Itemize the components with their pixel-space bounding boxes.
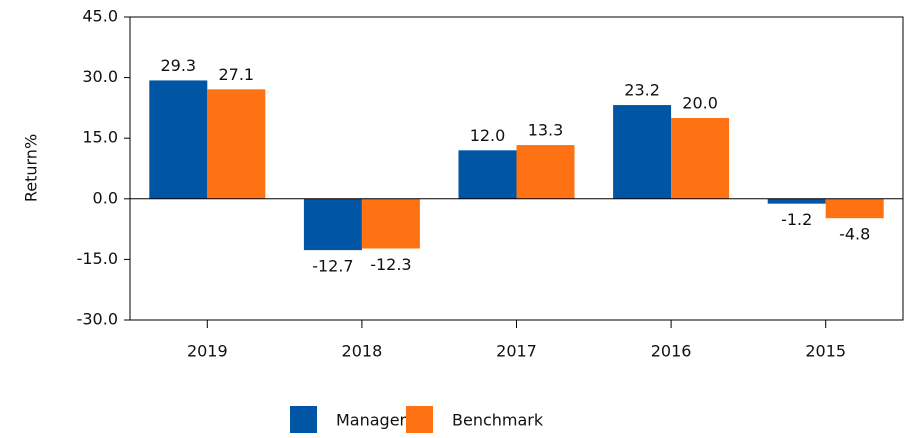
- y-axis-label: Return%: [22, 134, 41, 202]
- data-label: -4.8: [839, 225, 870, 244]
- y-tick-label: 15.0: [82, 128, 118, 147]
- x-tick-label: 2018: [342, 342, 383, 361]
- bar: [149, 80, 208, 199]
- bar: [207, 89, 266, 199]
- bar: [767, 198, 826, 204]
- x-tick-label: 2017: [496, 342, 537, 361]
- bar: [516, 145, 575, 199]
- data-label: -12.7: [312, 257, 353, 276]
- y-tick-label: 30.0: [82, 67, 118, 86]
- bar: [458, 150, 517, 199]
- legend-label: Benchmark: [452, 411, 544, 430]
- bar: [303, 198, 362, 251]
- data-label: 20.0: [682, 94, 718, 113]
- legend-label: Manager: [336, 411, 407, 430]
- legend-swatch: [290, 406, 317, 433]
- data-label: 13.3: [528, 121, 564, 140]
- legend-swatch: [406, 406, 433, 433]
- x-tick-label: 2019: [187, 342, 228, 361]
- y-tick-label: -30.0: [77, 310, 118, 329]
- bar: [613, 105, 672, 199]
- bar: [825, 198, 884, 219]
- data-label: 29.3: [160, 56, 196, 75]
- x-tick-label: 2016: [651, 342, 692, 361]
- data-label: 23.2: [624, 81, 660, 100]
- data-label: 27.1: [218, 65, 254, 84]
- data-label: -12.3: [370, 255, 411, 274]
- y-tick-label: 45.0: [82, 7, 118, 26]
- y-tick-label: 0.0: [93, 188, 118, 207]
- data-label: -1.2: [781, 210, 812, 229]
- data-label: 12.0: [470, 126, 506, 145]
- bar: [671, 118, 730, 199]
- bar: [361, 198, 420, 249]
- y-tick-label: -15.0: [77, 249, 118, 268]
- x-tick-label: 2015: [805, 342, 846, 361]
